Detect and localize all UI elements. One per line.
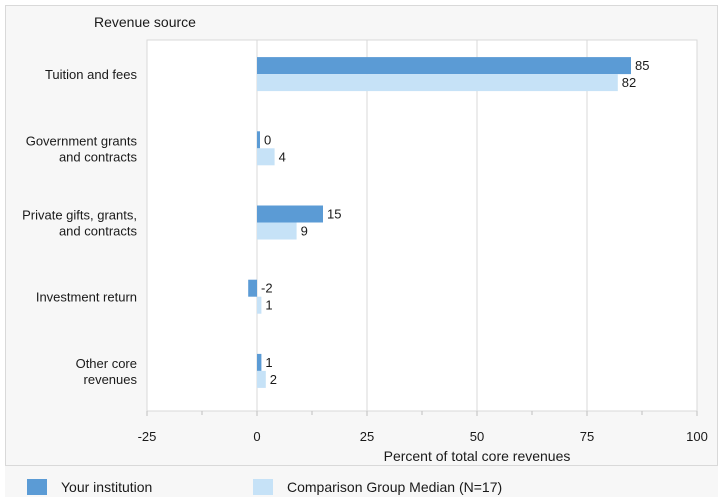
category-label: Tuition and fees <box>45 67 138 82</box>
x-tick-label: 100 <box>686 429 708 444</box>
data-label: 1 <box>265 355 272 370</box>
category-label: Government grants <box>26 133 138 148</box>
category-label: and contracts <box>59 224 138 239</box>
x-tick-label: -25 <box>138 429 157 444</box>
bar-comparison-median <box>257 74 618 92</box>
legend-item-comparison-median: Comparison Group Median (N=17) <box>253 478 502 496</box>
x-axis-title: Percent of total core revenues <box>384 448 571 464</box>
legend-label-comparison-median: Comparison Group Median (N=17) <box>287 479 503 495</box>
category-label: and contracts <box>59 149 138 164</box>
data-label: 9 <box>301 224 308 239</box>
data-label: 82 <box>622 75 636 90</box>
x-tick-label: 50 <box>470 429 484 444</box>
category-label: revenues <box>84 372 138 387</box>
bar-your-institution <box>257 205 323 223</box>
bar-comparison-median <box>257 370 266 388</box>
bar-your-institution <box>257 57 631 75</box>
legend-swatch-comparison-median <box>253 479 273 495</box>
data-label: -2 <box>261 281 273 296</box>
legend-label-your-institution: Your institution <box>61 479 153 495</box>
bar-your-institution <box>248 279 257 297</box>
legend-item-your-institution: Your institution <box>27 478 152 496</box>
x-tick-label: 75 <box>580 429 594 444</box>
data-label: 0 <box>264 132 271 147</box>
data-label: 4 <box>279 149 286 164</box>
bar-comparison-median <box>257 148 275 166</box>
category-label: Investment return <box>36 290 137 305</box>
category-label: Private gifts, grants, <box>22 208 137 223</box>
chart-title: Revenue source <box>94 14 196 30</box>
plot-area <box>146 39 698 412</box>
bar-your-institution <box>257 131 260 149</box>
bar-your-institution <box>257 353 262 371</box>
category-label: Other core <box>76 356 137 371</box>
x-tick-label: 0 <box>253 429 260 444</box>
data-label: 1 <box>265 298 272 313</box>
legend-swatch-your-institution <box>27 479 47 495</box>
data-label: 15 <box>327 207 341 222</box>
x-tick-label: 25 <box>360 429 374 444</box>
data-label: 85 <box>635 58 649 73</box>
bar-comparison-median <box>257 296 262 314</box>
legend-bar <box>5 465 718 497</box>
bar-comparison-median <box>257 222 297 240</box>
data-label: 2 <box>270 372 277 387</box>
